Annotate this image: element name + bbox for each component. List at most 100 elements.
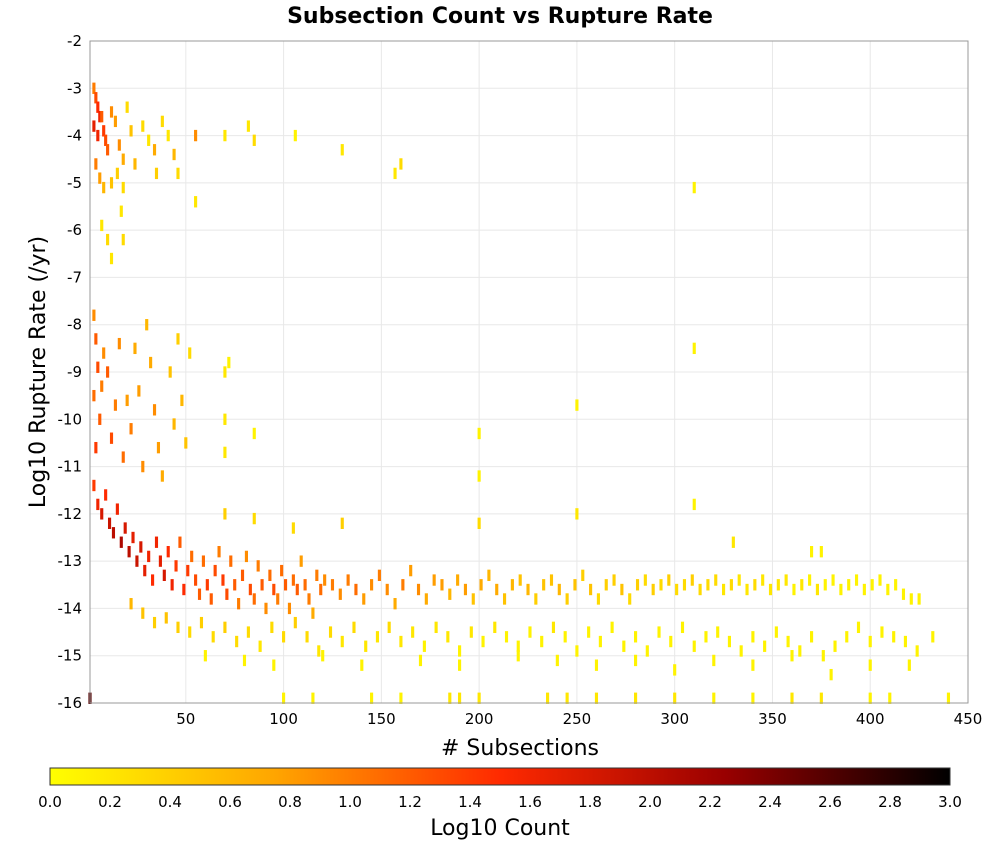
heatmap-cell (291, 574, 295, 586)
heatmap-cell (598, 635, 602, 648)
y-axis-ticks: -2 -3 -4 -5 -6 -7 -8 -9 -10 -11 -12 -13 -14 -15 -16 (58, 32, 83, 712)
heatmap-cell (446, 631, 450, 643)
heatmap-cell (92, 309, 96, 321)
heatmap-cell (692, 498, 696, 511)
heatmap-cell (346, 574, 350, 586)
heatmap-cell (870, 579, 874, 591)
heatmap-cell (370, 579, 374, 591)
heatmap-cell (125, 394, 129, 407)
heatmap-cell (104, 134, 108, 146)
heatmap-cell (831, 574, 835, 586)
heatmap-cell (575, 399, 579, 411)
heatmap-cell (147, 134, 151, 146)
colorbar-tick-label: 3.0 (938, 793, 962, 811)
heatmap-cell (225, 588, 229, 600)
x-tick-label: 150 (367, 710, 396, 728)
heatmap-cell (682, 579, 687, 591)
heatmap-cell (901, 588, 906, 600)
heatmap-cell (763, 640, 767, 652)
heatmap-cell (377, 569, 381, 582)
heatmap-cell (127, 546, 131, 558)
y-tick-label: -8 (67, 316, 82, 334)
heatmap-cell (223, 366, 227, 378)
heatmap-cell (270, 621, 274, 634)
heatmap-cell (745, 583, 749, 596)
heatmap-cell (317, 645, 321, 657)
heatmap-cell (229, 555, 233, 567)
heatmap-cell (172, 418, 176, 430)
heatmap-cell (102, 125, 106, 137)
heatmap-cell (477, 470, 481, 482)
heatmap-cell (549, 574, 554, 586)
colorbar-tick-label: 2.2 (698, 793, 722, 811)
heatmap-cell (94, 92, 98, 104)
heatmap-cell (393, 598, 397, 610)
heatmap-cell (102, 181, 106, 194)
y-tick-label: -6 (67, 221, 82, 239)
heatmap-cell (104, 489, 108, 501)
heatmap-cell (610, 621, 614, 634)
heatmap-cell (252, 134, 256, 146)
heatmap-cell (217, 546, 221, 558)
heatmap-cell (272, 659, 276, 671)
heatmap-cell (237, 598, 241, 610)
heatmap-cell (113, 115, 117, 128)
y-tick-label: -15 (58, 647, 83, 665)
heatmap-cell (634, 631, 638, 643)
heatmap-cell (166, 546, 170, 558)
heatmap-cell (92, 82, 96, 94)
heatmap-cell (502, 593, 507, 605)
heatmap-cell (737, 574, 741, 586)
heatmap-cell (242, 654, 247, 667)
heatmap-cell (594, 659, 599, 671)
heatmap-cell (673, 692, 677, 704)
heatmap-cell (186, 564, 190, 577)
heatmap-cell (235, 635, 239, 648)
heatmap-cell (188, 626, 192, 638)
heatmap-cell (291, 522, 295, 534)
heatmap-cell (160, 470, 164, 482)
heatmap-cell (751, 692, 755, 704)
heatmap-cell (109, 106, 114, 118)
colorbar-tick-label: 0.6 (218, 793, 242, 811)
heatmap-cell (282, 631, 286, 643)
heatmap-cell (416, 583, 421, 596)
heatmap-cell (643, 574, 647, 586)
heatmap-cell (589, 583, 593, 596)
heatmap-cell (673, 664, 677, 676)
heatmap-cell (481, 635, 485, 648)
x-tick-label: 400 (856, 710, 885, 728)
heatmap-cell (761, 574, 765, 586)
grid (90, 40, 969, 704)
heatmap-cell (504, 631, 509, 643)
colorbar-tick-label: 2.8 (878, 793, 902, 811)
colorbar-ticks: 0.0 0.2 0.4 0.6 0.8 1.0 1.2 1.4 1.6 1.8 2.0 2.2 2.4 2… (38, 793, 962, 811)
heatmap-cell (768, 583, 773, 596)
heatmap-cell (798, 645, 802, 657)
plot-area-frame (89, 40, 969, 704)
heatmap-cell (133, 158, 137, 170)
heatmap-cell (479, 579, 483, 591)
y-tick-label: -7 (67, 268, 82, 286)
heatmap-cell (213, 564, 217, 577)
heatmap-cell (199, 616, 204, 629)
heatmap-cell (434, 621, 438, 634)
heatmap-cell (94, 333, 98, 345)
heatmap-cell (411, 626, 415, 638)
heatmap-cell (596, 593, 600, 605)
x-tick-label: 250 (563, 710, 592, 728)
heatmap-cell (176, 167, 180, 180)
heatmap-cell (815, 583, 819, 596)
heatmap-cell (581, 569, 585, 582)
heatmap-cell (151, 574, 155, 586)
heatmap-cell (493, 621, 497, 634)
heatmap-cell (808, 574, 812, 586)
heatmap-cell (360, 659, 364, 671)
heatmap-cell (675, 583, 679, 596)
heatmap-cell (164, 612, 168, 624)
colorbar-tick-label: 1.2 (398, 793, 422, 811)
heatmap-cell (892, 631, 896, 643)
heatmap-cell (182, 583, 186, 596)
heatmap-cell (542, 579, 546, 591)
heatmap-cell (477, 692, 481, 704)
